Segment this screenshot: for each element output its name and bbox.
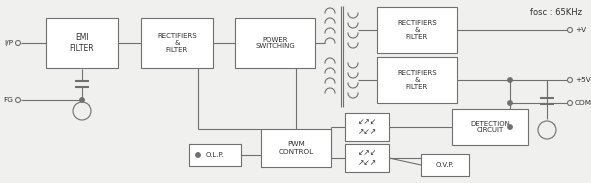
Text: ↙↗↙: ↙↗↙ (358, 148, 376, 158)
Circle shape (538, 121, 556, 139)
FancyBboxPatch shape (377, 57, 457, 103)
Circle shape (508, 125, 512, 129)
Circle shape (567, 100, 573, 106)
Text: DETECTION
CIRCUIT: DETECTION CIRCUIT (470, 120, 510, 134)
FancyBboxPatch shape (377, 7, 457, 53)
Circle shape (567, 77, 573, 83)
Text: POWER
SWITCHING: POWER SWITCHING (255, 36, 295, 49)
FancyBboxPatch shape (421, 154, 469, 176)
FancyBboxPatch shape (345, 144, 389, 172)
Text: fosc : 65KHz: fosc : 65KHz (530, 8, 582, 17)
Text: RECTIFIERS
&
FILTER: RECTIFIERS & FILTER (157, 33, 197, 53)
Text: ↙↗↙: ↙↗↙ (358, 117, 376, 126)
Text: RECTIFIERS
&
FILTER: RECTIFIERS & FILTER (397, 70, 437, 90)
Text: RECTIFIERS
&
FILTER: RECTIFIERS & FILTER (397, 20, 437, 40)
Circle shape (73, 102, 91, 120)
Text: FG: FG (3, 97, 13, 103)
Circle shape (15, 98, 21, 102)
Text: O.V.P.: O.V.P. (436, 162, 454, 168)
Text: O.L.P.: O.L.P. (206, 152, 225, 158)
Text: EMI
FILTER: EMI FILTER (70, 33, 95, 53)
Circle shape (567, 27, 573, 33)
Text: ↗↙↗: ↗↙↗ (358, 128, 376, 137)
FancyBboxPatch shape (235, 18, 315, 68)
Circle shape (196, 153, 200, 157)
FancyBboxPatch shape (345, 113, 389, 141)
FancyBboxPatch shape (141, 18, 213, 68)
Text: +5V: +5V (575, 77, 591, 83)
Text: +V: +V (575, 27, 586, 33)
Text: ↗↙↗: ↗↙↗ (358, 158, 376, 167)
FancyBboxPatch shape (46, 18, 118, 68)
Circle shape (15, 40, 21, 46)
Circle shape (80, 98, 84, 102)
FancyBboxPatch shape (189, 144, 241, 166)
Text: PWM
CONTROL: PWM CONTROL (278, 141, 314, 154)
Circle shape (508, 78, 512, 82)
FancyBboxPatch shape (261, 129, 331, 167)
Circle shape (508, 101, 512, 105)
FancyBboxPatch shape (452, 109, 528, 145)
Text: I/P: I/P (4, 40, 13, 46)
Text: COM: COM (575, 100, 591, 106)
